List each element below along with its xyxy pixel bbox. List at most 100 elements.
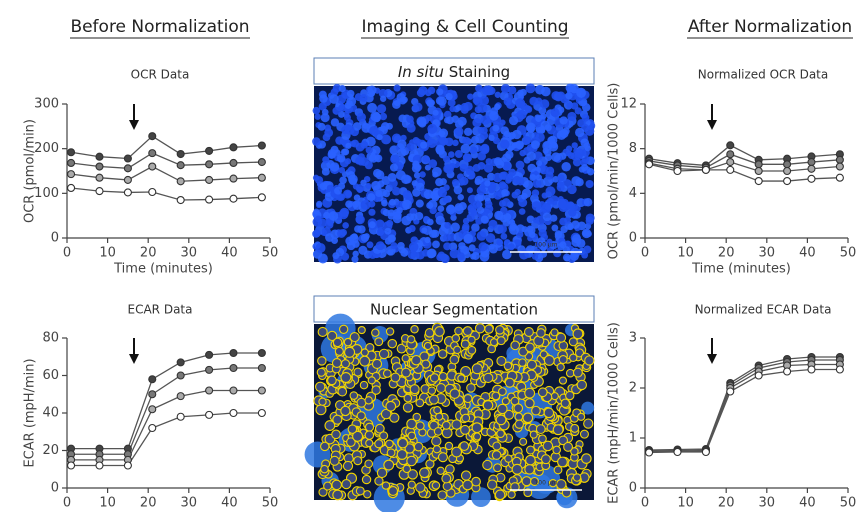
nucleus bbox=[564, 216, 571, 224]
nucleus bbox=[526, 122, 536, 133]
segmented-nucleus bbox=[340, 372, 352, 383]
nucleus bbox=[344, 158, 352, 165]
series-line bbox=[648, 161, 840, 172]
nucleus bbox=[463, 250, 471, 259]
nucleus bbox=[379, 112, 388, 121]
nucleus bbox=[314, 113, 321, 120]
data-point bbox=[67, 170, 76, 179]
segmented-nucleus bbox=[356, 411, 366, 421]
segmented-nucleus bbox=[519, 437, 528, 446]
segmented-nucleus bbox=[410, 324, 419, 334]
nucleus bbox=[463, 127, 473, 137]
segmented-nucleus bbox=[388, 486, 399, 497]
nucleus bbox=[406, 123, 416, 133]
nucleus bbox=[581, 113, 590, 122]
nucleus bbox=[484, 180, 491, 187]
nucleus bbox=[313, 208, 320, 215]
nucleus bbox=[500, 233, 508, 240]
nucleus bbox=[545, 186, 556, 197]
segmented-nucleus bbox=[374, 476, 384, 486]
nucleus bbox=[345, 200, 353, 208]
segmented-nucleus bbox=[461, 413, 471, 423]
nucleus bbox=[585, 179, 594, 189]
nucleus bbox=[523, 180, 534, 190]
nucleus bbox=[455, 104, 463, 111]
nucleus bbox=[377, 228, 385, 236]
nucleus bbox=[532, 178, 542, 188]
segmented-nucleus bbox=[317, 356, 327, 366]
nucleus bbox=[331, 237, 338, 245]
nucleus bbox=[536, 160, 543, 167]
segmented-nucleus bbox=[355, 486, 365, 496]
nucleus bbox=[315, 215, 322, 223]
segmented-nucleus bbox=[507, 490, 516, 499]
segmented-nucleus bbox=[347, 424, 358, 434]
nucleus bbox=[585, 230, 592, 238]
nucleus bbox=[368, 221, 376, 229]
nucleus bbox=[443, 117, 451, 124]
data-point bbox=[95, 173, 104, 182]
nucleus bbox=[401, 96, 408, 104]
nucleus bbox=[449, 248, 460, 259]
nucleus bbox=[474, 105, 482, 114]
nucleus bbox=[498, 199, 507, 208]
nucleus bbox=[381, 199, 388, 207]
nucleus bbox=[477, 126, 485, 134]
segmented-nucleus bbox=[323, 481, 333, 491]
nucleus bbox=[351, 255, 359, 263]
segmented-nucleus bbox=[317, 326, 328, 337]
segmented-nucleus bbox=[396, 449, 408, 460]
nucleus bbox=[355, 214, 365, 225]
segmented-nucleus bbox=[454, 326, 463, 336]
segmented-nucleus bbox=[361, 474, 372, 485]
nucleus bbox=[460, 143, 471, 154]
nucleus bbox=[497, 224, 507, 234]
segmented-nucleus bbox=[385, 400, 397, 412]
nucleus bbox=[498, 181, 507, 189]
nucleus bbox=[480, 215, 489, 224]
nucleus bbox=[567, 111, 577, 121]
nucleus bbox=[478, 242, 488, 252]
data-point bbox=[67, 158, 76, 168]
data-point bbox=[148, 149, 157, 158]
nucleus bbox=[581, 251, 589, 259]
segmented-nucleus bbox=[462, 326, 473, 336]
segmented-nucleus bbox=[407, 480, 416, 489]
segmented-nucleus bbox=[521, 476, 532, 487]
nucleus bbox=[397, 139, 407, 149]
data-point bbox=[176, 195, 185, 205]
y-axis-label: OCR (pmol/min) bbox=[23, 119, 38, 223]
segmented-nucleus bbox=[374, 337, 384, 347]
nucleus bbox=[586, 168, 595, 176]
segmented-nucleus bbox=[364, 422, 375, 432]
segmented-nucleus bbox=[318, 397, 327, 406]
segmented-nucleus bbox=[537, 387, 548, 398]
nucleus bbox=[315, 176, 324, 185]
segmented-nucleus bbox=[577, 412, 586, 421]
segmented-nucleus bbox=[482, 459, 493, 471]
data-point bbox=[783, 177, 792, 186]
segmented-nucleus bbox=[331, 357, 342, 368]
nucleus bbox=[346, 89, 355, 98]
data-point bbox=[754, 371, 763, 380]
nucleus bbox=[556, 183, 565, 192]
image-caption: In situ Staining bbox=[398, 63, 510, 81]
segmented-nucleus bbox=[401, 367, 411, 378]
segmented-nucleus bbox=[380, 408, 392, 420]
nucleus bbox=[471, 135, 480, 145]
nucleus bbox=[477, 193, 486, 202]
nucleus bbox=[503, 97, 512, 106]
nucleus bbox=[508, 115, 519, 126]
nucleus bbox=[431, 229, 440, 238]
nucleus bbox=[387, 172, 397, 182]
y-tick-label: 20 bbox=[42, 443, 59, 458]
x-tick-label: 10 bbox=[677, 496, 694, 511]
y-tick-label: 0 bbox=[629, 231, 637, 246]
nucleus bbox=[511, 142, 518, 149]
series-line bbox=[70, 135, 262, 160]
segmented-nucleus bbox=[385, 439, 394, 449]
y-axis-label: OCR (pmol/min/1000 Cells) bbox=[607, 83, 622, 260]
data-point bbox=[257, 386, 266, 395]
segmented-nucleus bbox=[327, 375, 337, 386]
